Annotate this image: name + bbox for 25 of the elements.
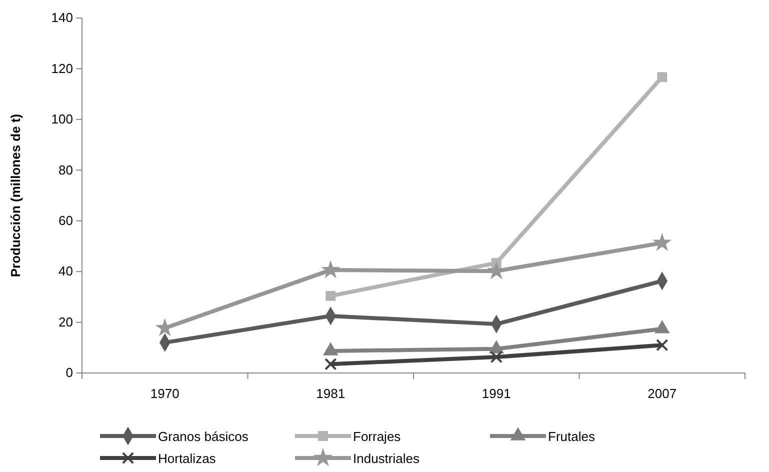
y-tick-label: 0 [66, 365, 73, 380]
y-tick-label: 20 [58, 314, 73, 330]
y-tick-label: 80 [58, 162, 73, 178]
legend-label: Industriales [353, 451, 420, 466]
x-tick-label: 2007 [648, 386, 677, 401]
y-tick-label: 100 [51, 112, 73, 127]
x-tick-label: 1970 [150, 386, 180, 401]
legend-label: Forrajes [353, 429, 402, 444]
point [326, 290, 336, 301]
legend-label: Frutales [548, 429, 596, 444]
point [322, 261, 340, 278]
y-tick-label: 140 [51, 10, 73, 26]
legend-label: Granos básicos [158, 429, 249, 444]
point [657, 72, 668, 82]
y-axis-title: Producción (millones de t) [8, 114, 23, 278]
point [654, 234, 671, 250]
point [324, 358, 337, 370]
point [490, 350, 502, 364]
legend-label: Hortalizas [158, 451, 216, 466]
x-tick-label: 1991 [482, 386, 511, 401]
point [656, 338, 668, 352]
x-tick-label: 1981 [316, 386, 346, 401]
y-tick-label: 60 [58, 213, 73, 228]
y-tick-label: 120 [51, 60, 73, 76]
y-tick-label: 40 [58, 264, 73, 279]
